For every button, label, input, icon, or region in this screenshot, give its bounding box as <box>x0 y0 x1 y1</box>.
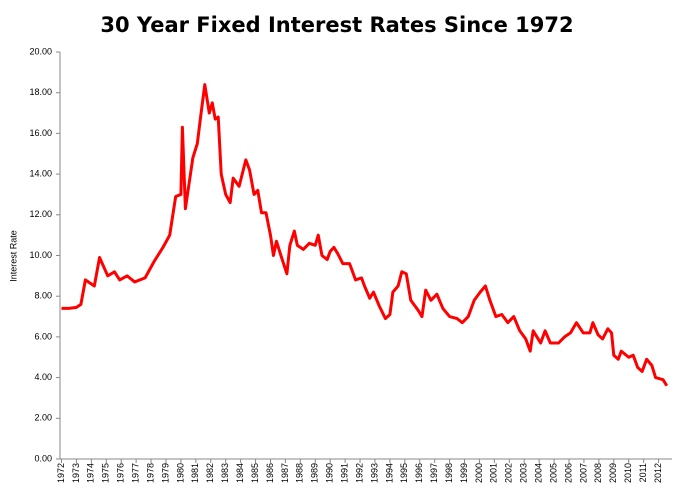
y-tick-label: 6.00 <box>34 331 52 341</box>
x-tick-label: 1989 <box>310 463 320 483</box>
x-tick-label: 2007 <box>578 463 588 483</box>
x-tick-label: 1985 <box>250 463 260 483</box>
x-tick-label: 2008 <box>593 463 603 483</box>
x-tick-label: 2009 <box>608 463 618 483</box>
x-tick-label: 1995 <box>399 463 409 483</box>
x-tick-label: 2006 <box>563 463 573 483</box>
y-tick-label: 18.00 <box>29 87 52 97</box>
x-tick-label: 1998 <box>444 463 454 483</box>
y-tick-label: 20.00 <box>29 46 52 56</box>
x-tick-label: 1981 <box>190 463 200 483</box>
y-tick-label: 0.00 <box>34 453 52 463</box>
x-tick-label: 2011 <box>638 463 648 482</box>
x-tick-label: 1978 <box>145 463 155 483</box>
x-tick-label: 2010 <box>623 463 633 483</box>
x-tick-label: 1975 <box>101 463 111 483</box>
x-tick-label: 1977 <box>131 463 141 483</box>
x-tick-label: 1974 <box>86 463 96 483</box>
x-tick-label: 1992 <box>354 463 364 483</box>
x-tick-label: 2012 <box>653 463 663 483</box>
y-axis-title: Interest Rate <box>8 230 18 282</box>
x-tick-label: 1993 <box>369 463 379 483</box>
x-tick-label: 1988 <box>295 463 305 483</box>
x-tick-label: 1980 <box>175 463 185 483</box>
chart-title: 30 Year Fixed Interest Rates Since 1972 <box>100 13 573 37</box>
line-series <box>61 83 669 387</box>
x-tick-label: 1976 <box>116 463 126 483</box>
y-tick-label: 10.00 <box>29 250 52 260</box>
x-tick-label: 1983 <box>220 463 230 483</box>
x-tick-label: 1990 <box>325 463 335 483</box>
x-tick-label: 2001 <box>489 463 499 483</box>
x-tick-label: 1986 <box>265 463 275 483</box>
y-tick-label: 16.00 <box>29 128 52 138</box>
x-tick-label: 1987 <box>280 463 290 483</box>
y-tick-label: 12.00 <box>29 209 52 219</box>
x-tick-label: 2004 <box>534 463 544 483</box>
x-tick-label: 1972 <box>56 463 66 483</box>
x-tick-label: 1973 <box>71 463 81 483</box>
x-tick-label: 1991 <box>339 463 349 483</box>
x-tick-label: 1997 <box>429 463 439 483</box>
x-tick-label: 2002 <box>504 463 514 483</box>
x-tick-label: 1999 <box>459 463 469 483</box>
x-tick-label: 2000 <box>474 463 484 483</box>
x-tick-label: 1994 <box>384 463 394 483</box>
x-tick-label: 2005 <box>548 463 558 483</box>
y-tick-label: 4.00 <box>34 372 52 382</box>
y-tick-label: 14.00 <box>29 168 52 178</box>
x-tick-label: 1996 <box>414 463 424 483</box>
y-tick-label: 2.00 <box>34 413 52 423</box>
x-tick-label: 1984 <box>235 463 245 483</box>
x-tick-label: 2003 <box>519 463 529 483</box>
x-tick-label: 1979 <box>160 463 170 483</box>
y-tick-label: 8.00 <box>34 291 52 301</box>
x-tick-label: 1982 <box>205 463 215 483</box>
